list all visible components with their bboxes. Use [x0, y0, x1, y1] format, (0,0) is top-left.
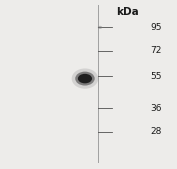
- Text: 55: 55: [150, 71, 161, 81]
- Text: 36: 36: [150, 104, 161, 113]
- Text: 72: 72: [150, 46, 161, 55]
- Ellipse shape: [98, 26, 102, 29]
- Text: 28: 28: [150, 127, 161, 136]
- Ellipse shape: [72, 68, 98, 89]
- Ellipse shape: [78, 74, 92, 83]
- Text: kDa: kDa: [116, 7, 139, 17]
- Text: 95: 95: [150, 22, 161, 32]
- Ellipse shape: [75, 72, 95, 86]
